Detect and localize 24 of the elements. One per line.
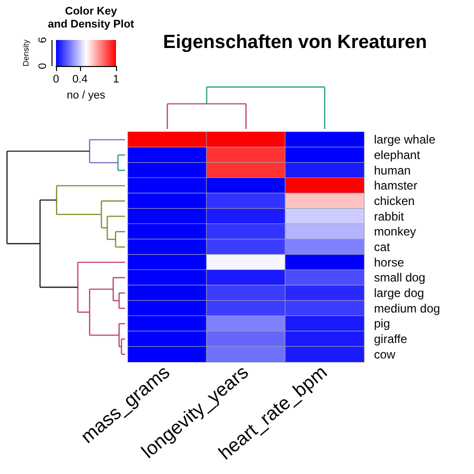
y-tick-label: monkey: [374, 224, 416, 239]
text: 0: [37, 62, 49, 70]
chart-title: Eigenschaften von Kreaturen: [163, 32, 427, 53]
y-tick-label: large dog: [374, 286, 424, 300]
y-tick-label: cat: [374, 240, 391, 254]
color-bar-title: no / yes: [66, 90, 106, 102]
y-tick-label: human: [374, 163, 411, 178]
y-tick-label: cow: [374, 347, 396, 362]
y-tick-label: giraffe: [374, 332, 408, 346]
y-tick-label: elephant: [374, 148, 421, 162]
y-tick-label: hamster: [374, 178, 418, 193]
y-tick-label: rabbit: [374, 209, 405, 224]
text: Density: [22, 40, 30, 66]
y-tick-label: small dog: [374, 270, 426, 285]
y-tick-label: chicken: [374, 194, 415, 208]
color-bar-label: 0.4: [72, 74, 88, 86]
y-tick-label: medium dog: [374, 301, 440, 316]
y-tick-label: large whale: [374, 132, 436, 147]
legend-title: Color Key and Density Plot: [48, 6, 134, 30]
color-bar-label: 1: [112, 74, 120, 86]
y-tick-label: horse: [374, 255, 404, 270]
text: 6: [37, 36, 49, 44]
y-tick-label: pig: [374, 316, 390, 331]
color-bar-label: 0: [52, 74, 60, 86]
